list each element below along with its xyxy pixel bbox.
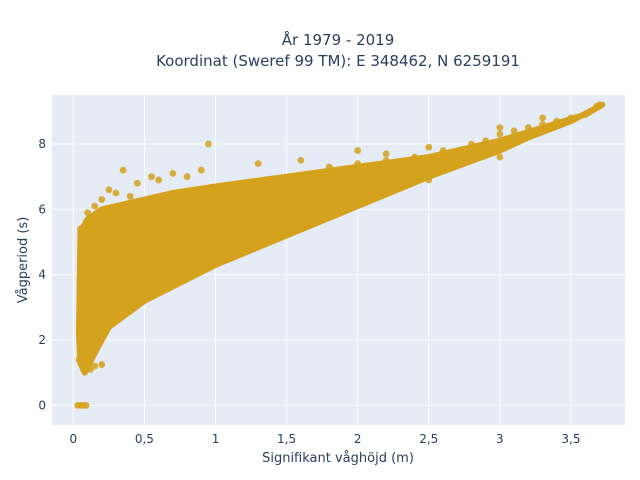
scatter-point [411, 153, 418, 161]
y-tick-label: 8 [38, 137, 46, 151]
x-axis-ticks: 0 0,5 1 1,5 2 2,5 3 3,5 [70, 432, 581, 446]
scatter-point [539, 114, 546, 122]
scatter-point [81, 287, 89, 295]
scatter-point [553, 117, 561, 125]
scatter-point [75, 356, 83, 364]
scatter-point [119, 238, 127, 246]
scatter-point [396, 163, 404, 171]
scatter-point [354, 160, 362, 168]
scatter-point [155, 176, 163, 184]
y-tick-label: 0 [38, 398, 46, 412]
scatter-point [510, 127, 518, 135]
scatter-point [84, 271, 91, 279]
scatter-point [368, 173, 376, 181]
scatter-point [105, 277, 113, 285]
scatter-point [382, 150, 390, 158]
scatter-point [283, 222, 291, 230]
scatter-point [593, 103, 600, 110]
scatter-point [91, 362, 99, 370]
chart-title-line1: År 1979 - 2019 [282, 30, 395, 49]
scatter-point [496, 130, 504, 138]
y-axis-ticks: 0 2 4 6 8 [38, 137, 46, 412]
scatter-point [133, 179, 141, 187]
x-tick-label: 2,5 [419, 432, 438, 446]
scatter-point [453, 153, 461, 161]
scatter-point [148, 173, 155, 181]
scatter-point [155, 245, 163, 252]
scatter-point [425, 156, 433, 164]
scatter-point [183, 219, 191, 226]
scatter-point [439, 147, 447, 154]
scatter-point [98, 361, 106, 368]
scatter-point [268, 183, 276, 190]
scatter-point [311, 173, 319, 181]
scatter-point [105, 186, 113, 194]
scatter-point [98, 196, 106, 203]
scatter-point [254, 160, 262, 168]
scatter-point [297, 186, 305, 194]
scatter-point [425, 176, 433, 184]
scatter-point [91, 297, 99, 305]
scatter-point [496, 153, 504, 161]
scatter-point [297, 156, 305, 164]
x-tick-label: 0 [70, 432, 78, 446]
x-tick-label: 0,5 [135, 432, 154, 446]
scatter-point [283, 196, 291, 203]
scatter-point [425, 143, 433, 151]
scatter-point [82, 401, 90, 409]
scatter-point [581, 111, 589, 119]
x-tick-label: 3 [496, 432, 504, 446]
scatter-point [183, 173, 191, 181]
y-tick-label: 6 [38, 202, 46, 216]
x-axis-title: Signifikant våghöjd (m) [262, 451, 414, 466]
scatter-point [382, 156, 390, 164]
x-tick-label: 3,5 [561, 432, 580, 446]
scatter-point [81, 359, 89, 367]
scatter-point [212, 219, 219, 226]
scatter-point [169, 170, 177, 177]
scatter-point [205, 140, 212, 148]
scatter-point [141, 232, 148, 239]
scatter-point [98, 254, 106, 262]
scatter-point [226, 245, 234, 252]
scatter-point [169, 225, 177, 233]
scatter-point [78, 303, 86, 311]
y-tick-label: 4 [38, 268, 46, 282]
scatter-point [126, 251, 134, 259]
scatter-point [197, 166, 205, 174]
scatter-point [77, 225, 84, 233]
scatter-point [91, 202, 99, 210]
scatter-point [567, 114, 575, 122]
y-axis-title: Vågperiod (s) [16, 217, 31, 304]
x-tick-label: 1 [212, 432, 220, 446]
scatter-point [524, 124, 532, 132]
scatter-point [539, 121, 546, 128]
x-tick-label: 1,5 [277, 432, 296, 446]
scatter-point [78, 349, 86, 357]
scatter-point [496, 124, 504, 132]
scatter-points [74, 101, 603, 409]
chart-title-line2: Koordinat (Sweref 99 TM): E 348462, N 62… [156, 52, 520, 70]
scatter-point [354, 199, 362, 207]
y-tick-label: 2 [38, 333, 46, 347]
scatter-point [340, 179, 347, 187]
scatter-point [84, 209, 91, 217]
scatter-point [482, 137, 490, 145]
scatter-point [468, 140, 475, 148]
scatter-point [240, 199, 248, 207]
scatter-point [86, 320, 94, 328]
scatter-point [126, 192, 134, 200]
scatter-point [112, 189, 120, 197]
scatter-point [119, 166, 127, 174]
scatter-point [84, 352, 91, 360]
scatter-point [325, 163, 333, 171]
x-tick-label: 2 [354, 432, 362, 446]
scatter-point [112, 264, 120, 272]
scatter-point [354, 147, 362, 154]
